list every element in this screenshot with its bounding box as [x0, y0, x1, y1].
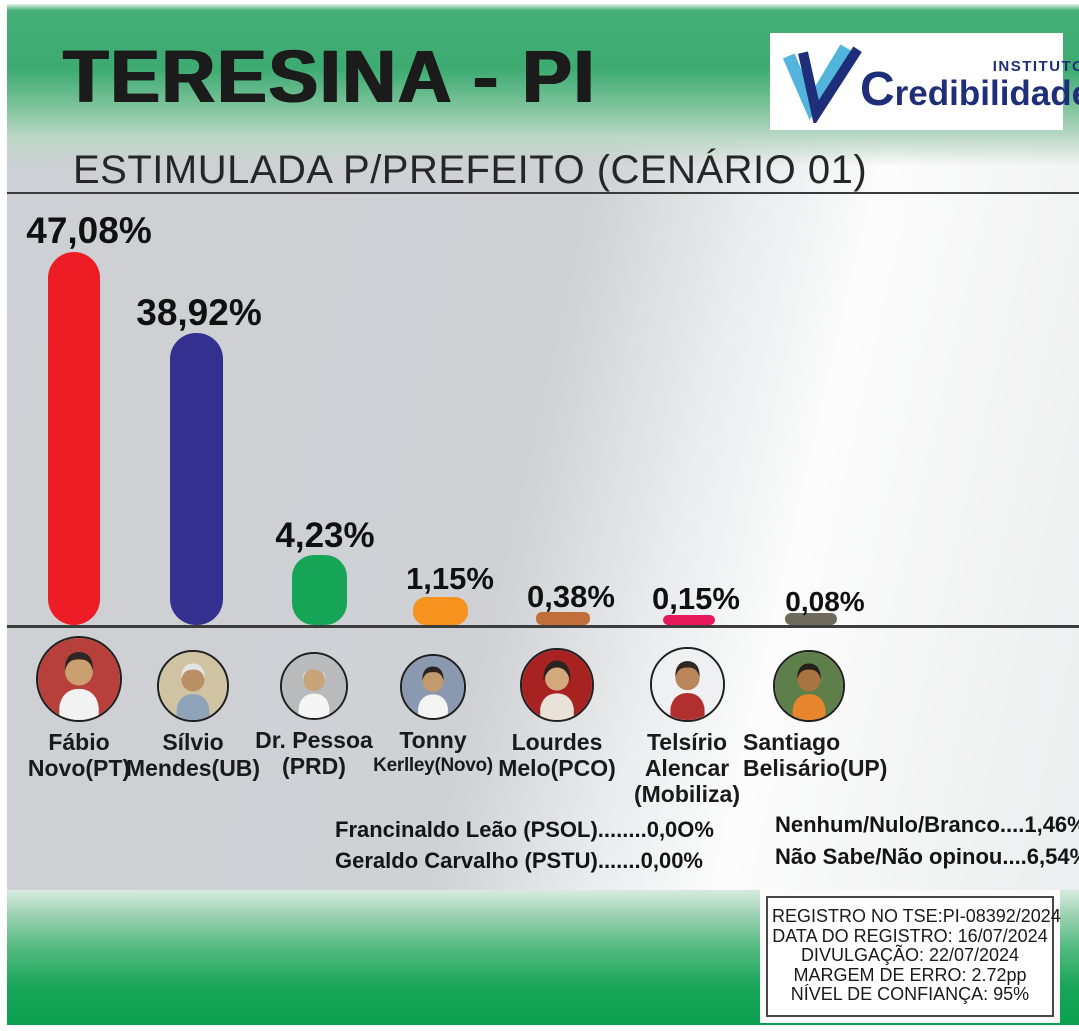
- bar-silvio-mendes: [170, 333, 223, 625]
- bar-telsirio-alencar: [663, 615, 715, 625]
- value-label-silvio: 38,92%: [136, 292, 262, 333]
- summary-line-1: Nenhum/Nulo/Branco....1,46%: [775, 812, 1079, 837]
- logo-check-icon: [782, 43, 862, 123]
- registration-confidence: NÍVEL DE CONFIANÇA: 95%: [790, 984, 1030, 1004]
- institute-logo: INSTITUTO Credibilidade: [770, 33, 1079, 130]
- candidate-column-tonny: Tonny Kerlley(Novo): [358, 636, 508, 779]
- avatar-icon: [38, 638, 120, 720]
- candidate-name-santiago: Santiago Belisário(UP): [743, 729, 888, 781]
- candidate-photo-silvio: [157, 650, 229, 722]
- registration-tse: REGISTRO NO TSE:PI-08392/2024: [772, 906, 1061, 926]
- avatar-icon: [651, 649, 723, 720]
- candidate-name-pessoa: Dr. Pessoa (PRD): [255, 727, 373, 779]
- page-title: TERESINA - PI: [63, 35, 597, 118]
- candidate-photo-pessoa: [280, 652, 348, 720]
- value-label-tonny: 1,15%: [406, 561, 494, 596]
- candidate-photo-santiago: [773, 650, 845, 722]
- candidate-photo-fabio: [36, 636, 122, 722]
- bar-lourdes-melo: [536, 612, 590, 625]
- candidate-column-santiago: Santiago Belisário(UP): [734, 636, 888, 781]
- logo-text: INSTITUTO Credibilidade: [860, 58, 1079, 111]
- avatar-icon: [282, 654, 346, 718]
- minor-candidate-line-1: Francinaldo Leão (PSOL)........0,0O%: [335, 817, 714, 842]
- candidate-name-fabio: Fábio Novo(PT): [27, 729, 131, 781]
- candidate-column-pessoa: Dr. Pessoa (PRD): [239, 636, 389, 779]
- registration-date: DATA DO REGISTRO: 16/07/2024: [772, 925, 1048, 946]
- registration-release: DIVULGAÇÃO: 22/07/2024: [800, 945, 1020, 965]
- bar-santiago-belisario: [785, 613, 837, 625]
- summary-line-2: Não Sabe/Não opinou....6,54%: [775, 844, 1079, 869]
- value-label-santiago: 0,08%: [785, 586, 865, 617]
- bar-dr-pessoa: [292, 555, 347, 625]
- candidate-name-tonny: Tonny Kerlley(Novo): [373, 727, 493, 776]
- value-label-telsirio: 0,15%: [652, 581, 740, 616]
- summary-block: Nenhum/Nulo/Branco....1,46% Não Sabe/Não…: [775, 809, 1079, 873]
- registration-box: REGISTRO NO TSE:PI-08392/2024 DATA DO RE…: [766, 896, 1061, 1017]
- logo-name: Credibilidade: [860, 63, 1079, 116]
- candidate-photo-lourdes: [520, 648, 594, 722]
- candidate-column-fabio: Fábio Novo(PT): [4, 636, 154, 781]
- value-label-lourdes: 0,38%: [527, 579, 615, 614]
- registration-margin: MARGEM DE ERRO: 2.72pp: [793, 964, 1027, 985]
- avatar-icon: [402, 656, 464, 718]
- value-label-fabio: 47,08%: [26, 210, 152, 251]
- minor-candidates-block: Francinaldo Leão (PSOL)........0,0O% Ger…: [335, 814, 714, 876]
- bar-fabio-novo: [48, 252, 100, 625]
- candidate-column-lourdes: Lourdes Melo(PCO): [482, 636, 632, 781]
- avatar-icon: [775, 652, 843, 720]
- candidate-column-silvio: Sílvio Mendes(UB): [118, 636, 268, 781]
- chart-baseline: [7, 625, 1079, 628]
- candidate-column-telsirio: Telsírio Alencar (Mobiliza): [612, 636, 762, 807]
- candidate-photo-telsirio: [649, 647, 725, 722]
- candidate-name-silvio: Sílvio Mendes(UB): [125, 729, 261, 781]
- minor-candidate-line-2: Geraldo Carvalho (PSTU).......0,00%: [335, 848, 703, 873]
- avatar-icon: [522, 650, 592, 720]
- candidate-name-telsirio: Telsírio Alencar (Mobiliza): [633, 729, 741, 807]
- value-label-pessoa: 4,23%: [275, 516, 375, 555]
- poll-subtitle: ESTIMULADA P/PREFEITO (CENÁRIO 01): [73, 148, 868, 192]
- logo-institute-label: INSTITUTO: [992, 58, 1079, 75]
- bar-tonny-kerlley: [413, 597, 468, 625]
- candidate-photo-tonny: [400, 654, 466, 720]
- content-surface: TERESINA - PI INSTITUTO Credibilidade ES…: [7, 4, 1079, 1025]
- avatar-icon: [159, 652, 227, 720]
- subtitle-divider-line: [7, 192, 1079, 194]
- candidate-name-lourdes: Lourdes Melo(PCO): [498, 729, 616, 781]
